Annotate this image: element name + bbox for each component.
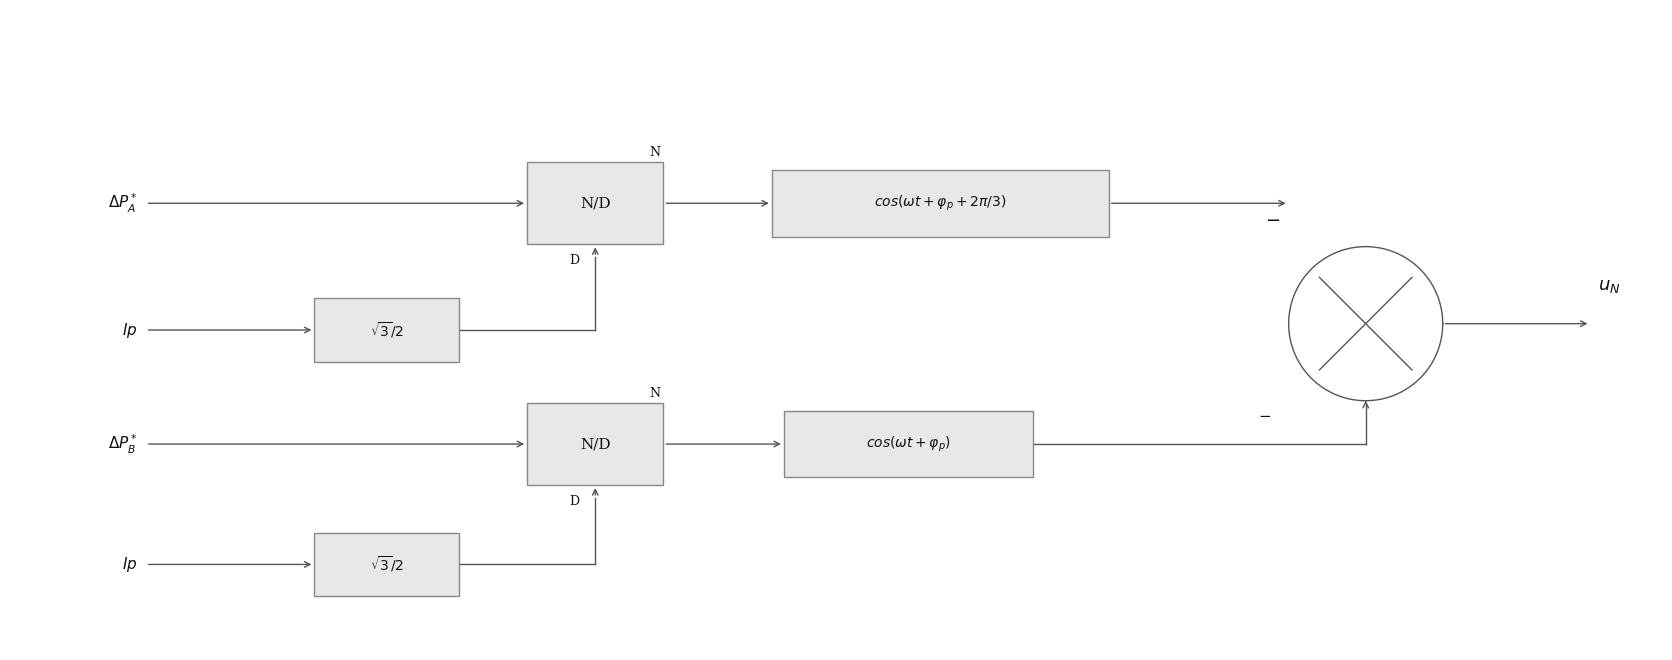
Text: $\Delta P_A^*$: $\Delta P_A^*$ — [109, 191, 137, 215]
Text: N/D: N/D — [580, 196, 610, 211]
Text: N: N — [649, 146, 660, 159]
Text: D: D — [568, 495, 579, 508]
Text: $\Delta P_B^*$: $\Delta P_B^*$ — [109, 432, 137, 455]
Bar — [314, 298, 458, 362]
Text: $Ip$: $Ip$ — [122, 555, 137, 574]
Text: $\sqrt{3}/2$: $\sqrt{3}/2$ — [370, 554, 403, 574]
Bar — [784, 411, 1033, 477]
Bar — [527, 403, 664, 485]
Text: $Ip$: $Ip$ — [122, 321, 137, 339]
Text: N: N — [649, 387, 660, 400]
Bar — [772, 170, 1109, 236]
Text: $cos(\omega t+\varphi_p+2\pi/3)$: $cos(\omega t+\varphi_p+2\pi/3)$ — [874, 193, 1007, 213]
Text: N/D: N/D — [580, 437, 610, 451]
Bar — [527, 162, 664, 244]
Text: D: D — [568, 254, 579, 267]
Text: $-$: $-$ — [1257, 407, 1271, 422]
Text: $\sqrt{3}/2$: $\sqrt{3}/2$ — [370, 320, 403, 340]
Bar — [314, 533, 458, 596]
Text: $cos(\omega t+\varphi_p)$: $cos(\omega t+\varphi_p)$ — [866, 434, 951, 453]
Text: $u_N$: $u_N$ — [1598, 277, 1620, 294]
Text: $-$: $-$ — [1266, 210, 1281, 228]
